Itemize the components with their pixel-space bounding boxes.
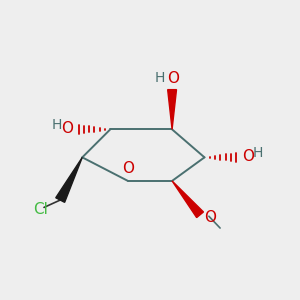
Text: H: H (252, 146, 263, 160)
Polygon shape (172, 181, 203, 218)
Text: O: O (204, 210, 216, 225)
Text: O: O (167, 71, 179, 86)
Text: O: O (122, 161, 134, 176)
Polygon shape (168, 90, 176, 129)
Text: H: H (155, 71, 166, 85)
Polygon shape (56, 158, 82, 202)
Text: H: H (52, 118, 62, 132)
Text: O: O (61, 121, 73, 136)
Text: Cl: Cl (34, 202, 49, 217)
Text: O: O (242, 149, 254, 164)
